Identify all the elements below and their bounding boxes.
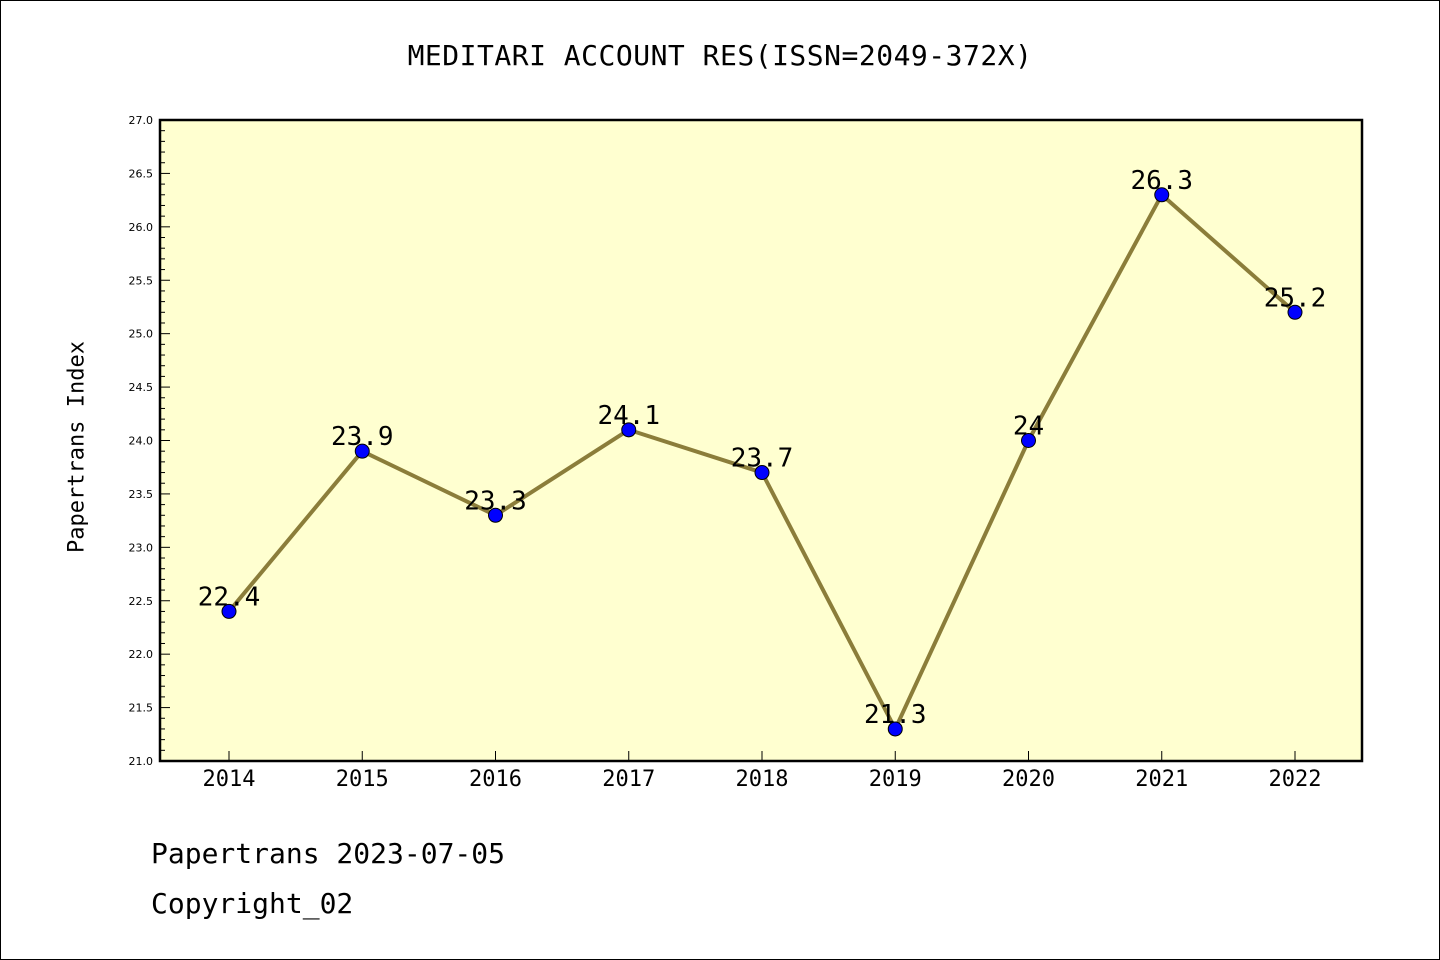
chart-title: MEDITARI ACCOUNT RES(ISSN=2049-372X): [407, 39, 1033, 72]
data-label: 22.4: [198, 582, 261, 612]
y-tick-label: 23.5: [129, 488, 154, 501]
x-tick-label: 2014: [203, 767, 256, 792]
y-tick-label: 24.5: [129, 381, 154, 394]
footer-copyright: Copyright_02: [151, 887, 354, 920]
data-label: 21.3: [864, 700, 927, 730]
x-tick-label: 2019: [869, 767, 922, 792]
x-tick-label: 2016: [469, 767, 522, 792]
data-point: [1154, 187, 1170, 203]
y-tick-label: 21.5: [129, 702, 154, 715]
footer-date: Papertrans 2023-07-05: [151, 837, 506, 870]
data-point: [1287, 304, 1303, 320]
data-point: [1021, 433, 1036, 448]
x-tick-label: 2021: [1135, 767, 1188, 792]
y-tick-label: 27.0: [129, 114, 154, 127]
y-tick-label: 22.0: [129, 648, 154, 661]
y-tick-label: 26.5: [129, 167, 154, 180]
data-label: 26.3: [1130, 166, 1193, 196]
data-label: 25.2: [1264, 283, 1327, 313]
data-point: [354, 443, 370, 459]
data-point: [221, 603, 237, 619]
y-tick-label: 26.0: [129, 221, 154, 234]
data-point: [754, 465, 770, 481]
y-tick-label: 25.0: [129, 328, 154, 341]
y-tick-label: 25.5: [129, 274, 154, 287]
x-tick-label: 2022: [1269, 767, 1322, 792]
y-tick-label: 22.5: [129, 595, 154, 608]
data-label: 23.3: [464, 486, 527, 516]
x-tick-label: 2015: [336, 767, 389, 792]
data-label: 24.1: [597, 401, 660, 431]
y-axis: 21.0 21.5 22.0 22.5 23.0 23.5 24.0 24.5 25.0 25.5…: [129, 114, 170, 768]
data-label: 23.9: [331, 422, 394, 452]
data-point: [887, 721, 903, 737]
x-axis: 2014 2015 2016 2017 2018 2019 2020 2021 2022: [203, 751, 1322, 792]
y-tick-label: 23.0: [129, 541, 154, 554]
plot-border: [158, 118, 1364, 763]
series-layer: [221, 187, 1303, 737]
data-point: [488, 507, 503, 523]
x-tick-label: 2020: [1002, 767, 1055, 792]
data-label: 23.7: [731, 444, 794, 474]
data-label: 24: [1013, 412, 1044, 442]
y-tick-label: 24.0: [129, 435, 154, 448]
x-tick-label: 2018: [736, 767, 789, 792]
y-tick-label: 21.0: [129, 755, 154, 768]
data-point: [621, 422, 637, 438]
data-labels: 22.4 23.9 23.3 24.1 23.7 21.3 24 26.3 25.2: [198, 166, 1327, 730]
plot-area: [160, 120, 1362, 761]
x-tick-label: 2017: [602, 767, 655, 792]
